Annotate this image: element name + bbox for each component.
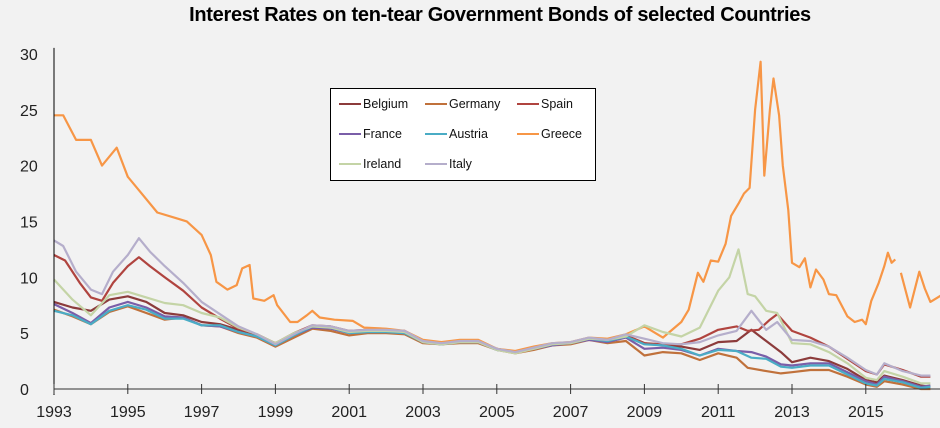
legend-item-germany: Germany <box>425 97 500 111</box>
x-tick-label: 2001 <box>331 404 367 421</box>
legend-swatch <box>339 103 361 105</box>
x-tick-label: 2011 <box>701 404 736 421</box>
legend-swatch <box>517 133 539 135</box>
series-line-belgium <box>53 295 931 388</box>
y-tick-label: 0 <box>20 382 29 399</box>
legend-item-italy: Italy <box>425 157 472 171</box>
series-line-greece-segment-2 <box>899 270 940 309</box>
x-tick-label: 2013 <box>774 404 810 421</box>
legend: Belgium Germany Spain France Austria Greece Ir… <box>330 88 596 181</box>
x-tick-label: 1995 <box>110 404 146 421</box>
chart-title: Interest Rates on ten-tear Government Bo… <box>189 4 811 26</box>
series-layer <box>53 60 940 391</box>
x-tick-label: 2005 <box>479 404 515 421</box>
x-tick-label: 2003 <box>405 404 441 421</box>
y-tick-label: 5 <box>20 326 29 343</box>
legend-label: France <box>363 127 402 141</box>
legend-swatch <box>425 163 447 165</box>
legend-swatch <box>339 133 361 135</box>
legend-label: Italy <box>449 157 472 171</box>
y-tick-label: 15 <box>20 214 38 231</box>
legend-item-france: France <box>339 127 402 141</box>
legend-swatch <box>425 133 447 135</box>
x-tick-label: 1993 <box>36 404 72 421</box>
x-tick-label: 2009 <box>627 404 663 421</box>
legend-item-spain: Spain <box>517 97 573 111</box>
x-tick-label: 2007 <box>553 404 589 421</box>
legend-swatch <box>517 103 539 105</box>
legend-label: Belgium <box>363 97 409 111</box>
y-tick-label: 30 <box>20 47 38 64</box>
legend-label: Ireland <box>363 157 402 171</box>
x-tick-label: 1999 <box>258 404 294 421</box>
legend-item-austria: Austria <box>425 127 488 141</box>
y-tick-label: 20 <box>20 159 38 176</box>
legend-label: Greece <box>541 127 582 141</box>
x-tick-label: 1997 <box>184 404 220 421</box>
y-tick-label: 25 <box>20 103 38 120</box>
legend-item-belgium: Belgium <box>339 97 408 111</box>
axes-layer: 0 5 10 15 20 25 30 1993 1995 1997 1999 2001 2003 2005… <box>20 47 940 421</box>
legend-item-greece: Greece <box>517 127 582 141</box>
legend-label: Spain <box>541 97 573 111</box>
legend-swatch <box>425 103 447 105</box>
x-tick-label: 2015 <box>848 404 884 421</box>
legend-label: Austria <box>449 127 488 141</box>
y-tick-label: 10 <box>20 270 38 287</box>
series-line-italy <box>53 237 931 377</box>
legend-item-ireland: Ireland <box>339 157 401 171</box>
legend-label: Germany <box>449 97 501 111</box>
legend-swatch <box>339 163 361 165</box>
